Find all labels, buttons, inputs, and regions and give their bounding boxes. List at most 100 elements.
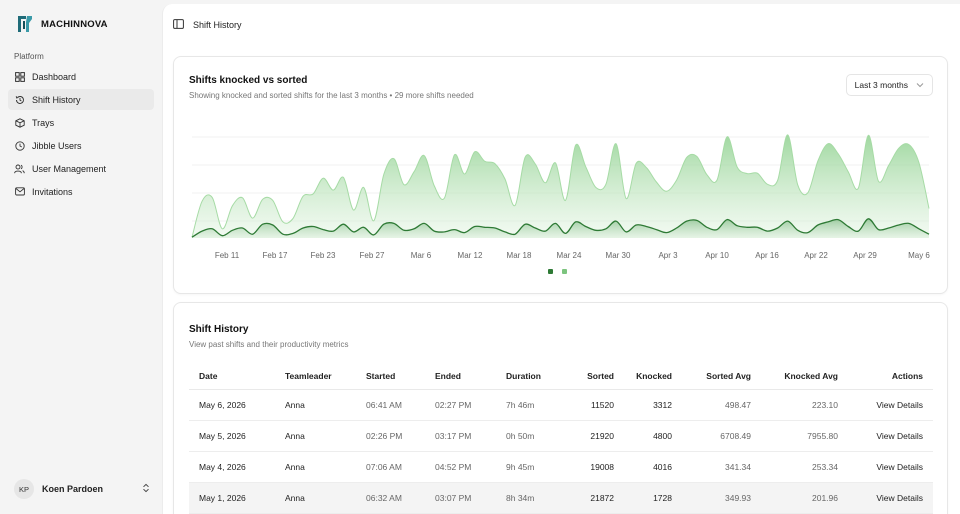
x-tick-label: Mar 12 bbox=[458, 251, 483, 260]
cell-knocked-avg: 253.34 bbox=[757, 451, 844, 483]
cell-knocked: 4800 bbox=[620, 420, 678, 452]
column-header-sorted[interactable]: Sorted bbox=[560, 364, 620, 390]
sidebar-item-label: Invitations bbox=[32, 186, 73, 197]
sidebar-item-label: Shift History bbox=[32, 94, 81, 105]
range-select[interactable]: Last 3 months bbox=[845, 74, 933, 96]
x-tick-label: Apr 22 bbox=[804, 251, 828, 260]
x-tick-label: Apr 16 bbox=[755, 251, 779, 260]
legend-knocked-swatch[interactable] bbox=[548, 269, 553, 274]
table-row[interactable]: May 6, 2026 Anna 06:41 AM 02:27 PM 7h 46m 115… bbox=[189, 389, 933, 421]
page-title: Shift History bbox=[193, 20, 242, 30]
cell-ended: 04:52 PM bbox=[425, 451, 496, 483]
cell-knocked-avg: 201.96 bbox=[757, 482, 844, 514]
chart-card: Shifts knocked vs sorted Showing knocked… bbox=[173, 56, 948, 294]
cell-date: May 6, 2026 bbox=[189, 389, 275, 421]
range-select-value: Last 3 months bbox=[854, 80, 908, 90]
sidebar-item-jibble-users[interactable]: Jibble Users bbox=[8, 135, 154, 156]
series-knocked-line[interactable] bbox=[191, 218, 930, 238]
cell-ended: 03:17 PM bbox=[425, 420, 496, 452]
sidebar-item-user-management[interactable]: User Management bbox=[8, 158, 154, 179]
sidebar-item-shift-history[interactable]: Shift History bbox=[8, 89, 154, 110]
cell-knocked: 3312 bbox=[620, 389, 678, 421]
box-icon bbox=[14, 117, 25, 128]
cell-teamleader: Anna bbox=[275, 482, 356, 514]
table-row[interactable]: May 1, 2026 Anna 06:32 AM 03:07 PM 8h 34m 218… bbox=[189, 482, 933, 514]
x-tick-label: Mar 30 bbox=[606, 251, 631, 260]
topbar: Shift History bbox=[163, 4, 960, 46]
cell-knocked-avg: 7955.80 bbox=[757, 420, 844, 452]
view-details-link[interactable]: View Details bbox=[844, 389, 933, 421]
users-icon bbox=[14, 163, 25, 174]
x-tick-label: Feb 23 bbox=[311, 251, 336, 260]
user-menu[interactable]: KP Koen Pardoen bbox=[14, 478, 150, 500]
column-header-duration[interactable]: Duration bbox=[496, 364, 560, 390]
series-knocked-area[interactable] bbox=[192, 218, 929, 238]
cell-sorted: 21872 bbox=[560, 482, 620, 514]
machinnova-logo-icon bbox=[18, 16, 32, 32]
cell-teamleader: Anna bbox=[275, 389, 356, 421]
sidebar-toggle-icon[interactable] bbox=[173, 16, 184, 34]
x-tick-label: Apr 3 bbox=[658, 251, 678, 260]
area-chart[interactable]: Feb 11 Feb 17 Feb 23 Feb 27 Mar 6 Mar 12 Mar 1… bbox=[189, 117, 934, 267]
history-icon bbox=[14, 94, 25, 105]
sidebar-item-invitations[interactable]: Invitations bbox=[8, 181, 154, 202]
shift-history-table: Date Teamleader Started Ended Duration S… bbox=[189, 364, 933, 514]
cell-ended: 02:27 PM bbox=[425, 389, 496, 421]
column-header-knocked-avg[interactable]: Knocked Avg bbox=[757, 364, 844, 390]
column-header-knocked[interactable]: Knocked bbox=[620, 364, 678, 390]
cell-started: 06:32 AM bbox=[356, 482, 425, 514]
cell-teamleader: Anna bbox=[275, 451, 356, 483]
brand-name: MACHINNOVA bbox=[41, 18, 108, 30]
cell-sorted: 21920 bbox=[560, 420, 620, 452]
sidebar-item-dashboard[interactable]: Dashboard bbox=[8, 66, 154, 87]
x-tick-label: Feb 17 bbox=[263, 251, 288, 260]
x-tick-label: Apr 10 bbox=[705, 251, 729, 260]
legend-sorted-swatch[interactable] bbox=[562, 269, 567, 274]
view-details-link[interactable]: View Details bbox=[844, 451, 933, 483]
sidebar-item-label: User Management bbox=[32, 163, 107, 174]
chevron-down-icon bbox=[916, 80, 924, 90]
column-header-date[interactable]: Date bbox=[189, 364, 275, 390]
cell-sorted-avg: 498.47 bbox=[678, 389, 757, 421]
history-title: Shift History bbox=[189, 324, 249, 335]
clock-icon bbox=[14, 140, 25, 151]
mail-icon bbox=[14, 186, 25, 197]
shift-history-card: Shift History View past shifts and their… bbox=[173, 302, 948, 514]
cell-date: May 5, 2026 bbox=[189, 420, 275, 452]
dashboard-icon bbox=[14, 71, 25, 82]
x-tick-label: Mar 18 bbox=[507, 251, 532, 260]
brand[interactable]: MACHINNOVA bbox=[16, 14, 108, 34]
cell-date: May 1, 2026 bbox=[189, 482, 275, 514]
chart-legend bbox=[548, 269, 567, 274]
avatar: KP bbox=[14, 479, 34, 499]
column-header-started[interactable]: Started bbox=[356, 364, 425, 390]
chevron-up-down-icon bbox=[142, 480, 150, 498]
table-row[interactable]: May 4, 2026 Anna 07:06 AM 04:52 PM 9h 45m 190… bbox=[189, 451, 933, 483]
cell-duration: 0h 50m bbox=[496, 420, 560, 452]
cell-sorted: 19008 bbox=[560, 451, 620, 483]
cell-teamleader: Anna bbox=[275, 420, 356, 452]
cell-duration: 9h 45m bbox=[496, 451, 560, 483]
history-subtitle: View past shifts and their productivity … bbox=[189, 340, 349, 349]
cell-started: 02:26 PM bbox=[356, 420, 425, 452]
chart-title: Shifts knocked vs sorted bbox=[189, 75, 308, 86]
column-header-ended[interactable]: Ended bbox=[425, 364, 496, 390]
sidebar-item-label: Jibble Users bbox=[32, 140, 82, 151]
cell-knocked: 4016 bbox=[620, 451, 678, 483]
table-row[interactable]: May 5, 2026 Anna 02:26 PM 03:17 PM 0h 50m 219… bbox=[189, 420, 933, 452]
series-sorted-line[interactable] bbox=[191, 134, 930, 238]
x-tick-label: May 6 bbox=[908, 251, 930, 260]
column-header-teamleader[interactable]: Teamleader bbox=[275, 364, 356, 390]
cell-started: 07:06 AM bbox=[356, 451, 425, 483]
cell-knocked: 1728 bbox=[620, 482, 678, 514]
user-name: Koen Pardoen bbox=[42, 484, 104, 494]
view-details-link[interactable]: View Details bbox=[844, 420, 933, 452]
column-header-sorted-avg[interactable]: Sorted Avg bbox=[678, 364, 757, 390]
sidebar-item-trays[interactable]: Trays bbox=[8, 112, 154, 133]
x-tick-label: Mar 6 bbox=[411, 251, 432, 260]
sidebar-section-label: Platform bbox=[14, 52, 44, 61]
x-tick-label: Feb 27 bbox=[360, 251, 385, 260]
cell-ended: 03:07 PM bbox=[425, 482, 496, 514]
view-details-link[interactable]: View Details bbox=[844, 482, 933, 514]
cell-knocked-avg: 223.10 bbox=[757, 389, 844, 421]
